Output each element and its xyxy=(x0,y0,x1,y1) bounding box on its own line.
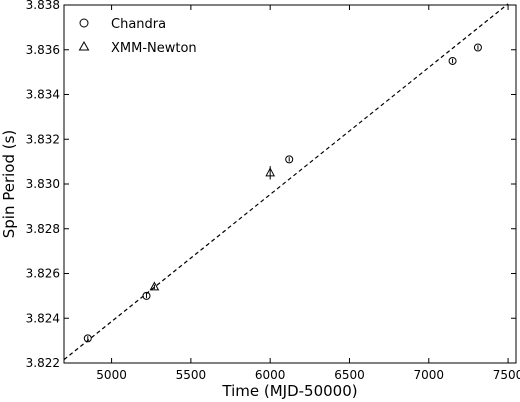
chandra-point xyxy=(142,291,151,300)
y-axis-ticks: 3.822 3.824 3.826 3.828 3.830 3.832 3.834 3.836… xyxy=(26,0,516,370)
data-points xyxy=(83,43,482,343)
y-tick-label: 3.826 xyxy=(26,267,60,281)
chandra-point xyxy=(473,43,482,52)
fit-line xyxy=(63,3,509,361)
x-tick-label: 7500 xyxy=(493,368,520,382)
legend: Chandra XMM-Newton xyxy=(78,17,197,56)
y-tick-label: 3.836 xyxy=(26,43,60,57)
y-tick-label: 3.822 xyxy=(26,356,60,370)
y-tick-label: 3.832 xyxy=(26,132,60,146)
y-tick-label: 3.834 xyxy=(26,88,60,102)
x-axis-title: Time (MJD-50000) xyxy=(221,382,357,400)
x-tick-label: 6500 xyxy=(334,368,365,382)
chandra-point xyxy=(448,56,457,65)
y-tick-label: 3.838 xyxy=(26,0,60,12)
x-tick-label: 6000 xyxy=(255,368,286,382)
chandra-point xyxy=(83,334,92,343)
fit-line-group xyxy=(63,3,509,361)
x-tick-label: 7000 xyxy=(413,368,444,382)
y-axis-title: Spin Period (s) xyxy=(0,130,18,239)
legend-xmm-marker xyxy=(78,40,90,51)
chandra-point xyxy=(285,155,294,164)
legend-chandra-label: Chandra xyxy=(111,17,166,32)
xmm-newton-point xyxy=(265,167,276,177)
legend-chandra-marker xyxy=(79,18,89,28)
x-tick-label: 5000 xyxy=(96,368,127,382)
y-tick-label: 3.830 xyxy=(26,177,60,191)
plot-area xyxy=(63,4,517,364)
y-tick-label: 3.824 xyxy=(26,311,60,325)
legend-xmm-label: XMM-Newton xyxy=(111,41,197,56)
y-tick-label: 3.828 xyxy=(26,222,60,236)
x-tick-label: 5500 xyxy=(176,368,207,382)
x-axis-ticks: 5000 5500 6000 6500 7000 7500 xyxy=(96,5,520,382)
xmm-newton-point xyxy=(149,281,160,291)
